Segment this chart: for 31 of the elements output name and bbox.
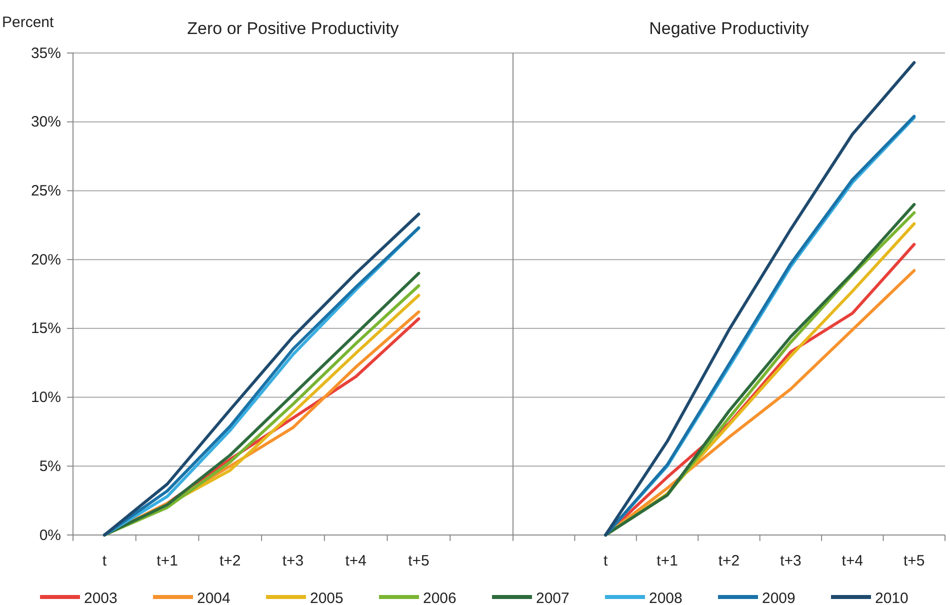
legend-label: 2010 [875,590,908,605]
legend-label: 2006 [423,590,456,605]
y-tick-label: 20% [30,251,61,268]
y-tick-label: 30% [30,114,61,131]
legend-label: 2003 [84,590,118,605]
x-tick-label: t [102,552,108,570]
x-tick-label: t+1 [656,552,678,570]
chart-title: Negative Productivity [649,19,810,38]
x-tick-label: t+4 [842,552,864,570]
legend-label: 2007 [536,590,570,605]
x-tick-label: t+1 [156,552,178,570]
y-tick-label: 0% [39,526,61,544]
legend-label: 2004 [197,590,230,605]
y-tick-label: 10% [30,389,61,406]
x-tick-label: t+5 [408,552,430,570]
x-tick-label: t+2 [220,552,241,570]
y-tick-label: 15% [30,320,61,338]
x-tick-label: t+2 [718,552,740,570]
x-tick-label: t [603,552,608,570]
y-tick-label: 5% [39,458,61,475]
y-axis-title: Percent [2,14,55,31]
chart-title: Zero or Positive Productivity [187,19,400,38]
legend-label: 2009 [762,590,796,605]
x-tick-label: t+4 [345,552,366,570]
x-tick-label: t+3 [282,552,304,570]
y-tick-label: 35% [30,44,61,62]
x-tick-label: t+5 [904,552,925,570]
legend-label: 2005 [310,590,344,605]
y-tick-label: 25% [30,182,61,200]
legend-label: 2008 [649,590,682,605]
x-tick-label: t+3 [780,552,802,570]
